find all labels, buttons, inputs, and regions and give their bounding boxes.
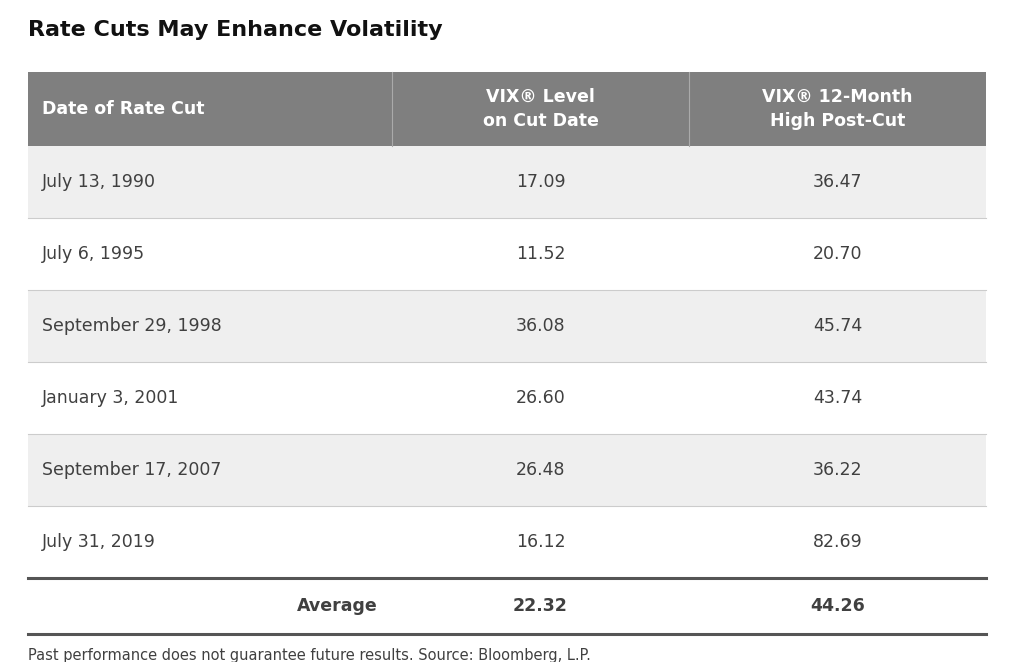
Text: Date of Rate Cut: Date of Rate Cut bbox=[42, 100, 205, 118]
Text: 16.12: 16.12 bbox=[516, 533, 566, 551]
Text: July 6, 1995: July 6, 1995 bbox=[42, 245, 145, 263]
Text: 44.26: 44.26 bbox=[810, 597, 865, 615]
Text: VIX® Level
on Cut Date: VIX® Level on Cut Date bbox=[483, 88, 598, 130]
Bar bbox=[28, 362, 986, 434]
Text: 43.74: 43.74 bbox=[813, 389, 862, 407]
Text: 82.69: 82.69 bbox=[812, 533, 862, 551]
Text: 17.09: 17.09 bbox=[516, 173, 566, 191]
Bar bbox=[28, 434, 986, 506]
Text: 26.60: 26.60 bbox=[516, 389, 566, 407]
Bar bbox=[28, 290, 986, 362]
Text: 36.47: 36.47 bbox=[813, 173, 862, 191]
Bar bbox=[28, 218, 986, 290]
Text: 26.48: 26.48 bbox=[516, 461, 565, 479]
Text: 11.52: 11.52 bbox=[516, 245, 565, 263]
Text: September 29, 1998: September 29, 1998 bbox=[42, 317, 222, 335]
Text: July 31, 2019: July 31, 2019 bbox=[42, 533, 156, 551]
Text: Average: Average bbox=[297, 597, 378, 615]
Text: 45.74: 45.74 bbox=[813, 317, 862, 335]
Text: 22.32: 22.32 bbox=[513, 597, 568, 615]
Text: September 17, 2007: September 17, 2007 bbox=[42, 461, 221, 479]
Text: 20.70: 20.70 bbox=[813, 245, 862, 263]
Text: Past performance does not guarantee future results. Source: Bloomberg, L.P.: Past performance does not guarantee futu… bbox=[28, 648, 591, 662]
Text: July 13, 1990: July 13, 1990 bbox=[42, 173, 156, 191]
Text: Rate Cuts May Enhance Volatility: Rate Cuts May Enhance Volatility bbox=[28, 20, 443, 40]
Bar bbox=[28, 146, 986, 218]
Text: January 3, 2001: January 3, 2001 bbox=[42, 389, 179, 407]
Bar bbox=[28, 72, 986, 146]
Text: 36.22: 36.22 bbox=[812, 461, 862, 479]
Text: 36.08: 36.08 bbox=[516, 317, 566, 335]
Bar bbox=[28, 506, 986, 578]
Text: VIX® 12-Month
High Post-Cut: VIX® 12-Month High Post-Cut bbox=[763, 88, 913, 130]
Bar bbox=[28, 578, 986, 634]
